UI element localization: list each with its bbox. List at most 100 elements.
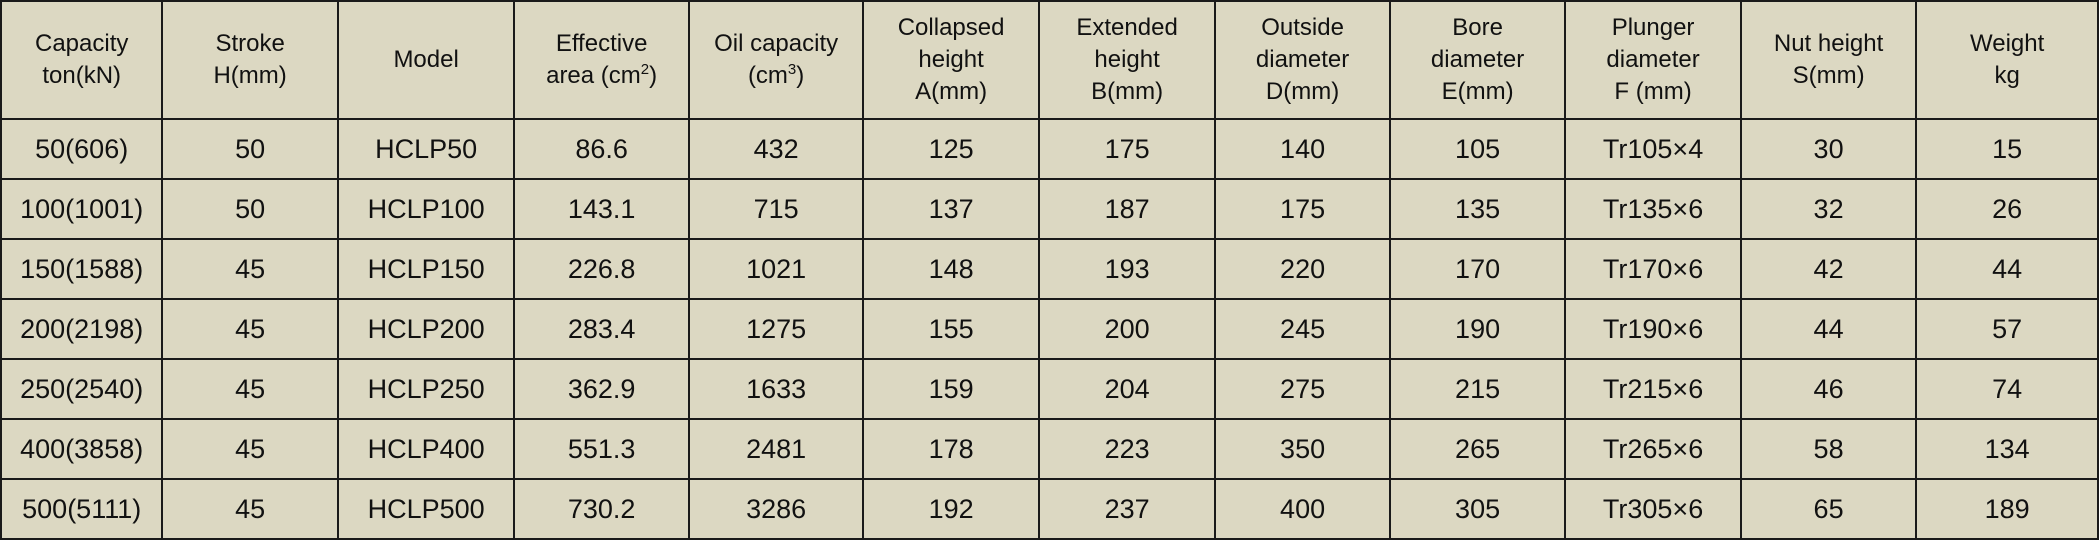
column-header-line: A(mm) (870, 76, 1032, 108)
column-header-line: ton(kN) (8, 60, 155, 92)
table-cell: 362.9 (513, 358, 690, 420)
table-cell: 26 (1915, 178, 2099, 240)
table-cell: 178 (862, 418, 1040, 480)
table-cell: Tr135×6 (1564, 178, 1742, 240)
column-header-text: Oil capacity (714, 30, 839, 57)
column-header-text: kg (1994, 62, 2020, 89)
table-cell: 220 (1214, 238, 1391, 300)
table-cell: 237 (1037, 478, 1217, 540)
table-cell: 105 (1388, 118, 1567, 180)
column-header-line: area (cm2) (521, 60, 681, 92)
table-cell: 45 (161, 238, 339, 300)
table-cell: 140 (1214, 118, 1391, 180)
table-cell: 170 (1388, 238, 1567, 300)
table-cell: 148 (862, 238, 1040, 300)
table-header: Capacity ton(kN) Stroke H(mm) Model Effective… (0, 0, 2099, 120)
table-cell: 200(2198) (0, 298, 164, 360)
table-cell: 250(2540) (0, 358, 164, 420)
column-header-line: kg (1923, 60, 2091, 92)
table-cell: 32 (1739, 178, 1918, 240)
column-header-text: Collapsed (897, 14, 1005, 41)
column-header-text: Weight (1970, 30, 2045, 57)
column-header-text: H(mm) (213, 62, 287, 89)
table-cell: 45 (161, 298, 339, 360)
table-cell: 159 (862, 358, 1040, 420)
column-header-line: Effective (521, 28, 681, 60)
column-header-text: D(mm) (1265, 78, 1340, 105)
table-cell: 30 (1739, 118, 1918, 180)
column-header-text: height (1094, 46, 1160, 73)
table-cell: 45 (161, 478, 339, 540)
column-header-text: Outside (1261, 14, 1344, 41)
header-row: Capacity ton(kN) Stroke H(mm) Model Effective… (0, 0, 2099, 120)
column-header: Oil capacity (cm3) (687, 0, 865, 120)
table-cell: 189 (1915, 478, 2099, 540)
table-row: 500(5111) 45 HCLP500 730.2 3286 192 237 400 305 T… (0, 478, 2099, 540)
column-header: Effective area (cm2) (513, 0, 690, 120)
table-cell: 1021 (687, 238, 865, 300)
table-cell: 57 (1915, 298, 2099, 360)
column-header: Extended height B(mm) (1037, 0, 1217, 120)
column-header-text: area (cm (546, 62, 641, 89)
column-header-text: (cm (747, 62, 788, 89)
column-header-line: height (1046, 44, 1209, 76)
table-cell: Tr105×4 (1564, 118, 1742, 180)
table-cell: HCLP200 (336, 298, 516, 360)
column-header-line: Capacity (8, 28, 155, 60)
table-row: 150(1588) 45 HCLP150 226.8 1021 148 193 220 170 T… (0, 238, 2099, 300)
table-cell: 204 (1037, 358, 1217, 420)
column-header-line: diameter (1222, 44, 1382, 76)
column-header-line: Model (345, 44, 508, 76)
table-cell: HCLP150 (336, 238, 516, 300)
column-header-text: height (918, 46, 984, 73)
column-header-line: Nut height (1748, 28, 1910, 60)
column-header: Plunger diameter F (mm) (1564, 0, 1742, 120)
table-cell: 551.3 (513, 418, 690, 480)
table-row: 250(2540) 45 HCLP250 362.9 1633 159 204 275 215 T… (0, 358, 2099, 420)
column-header-text: Extended (1076, 14, 1178, 41)
table-cell: 50 (161, 118, 339, 180)
column-header-line: E(mm) (1397, 76, 1559, 108)
column-header-line: S(mm) (1748, 60, 1910, 92)
table-cell: 350 (1214, 418, 1391, 480)
column-header-line: diameter (1572, 44, 1734, 76)
column-header-line: diameter (1397, 44, 1559, 76)
table-cell: 3286 (687, 478, 865, 540)
table-cell: 190 (1388, 298, 1567, 360)
table-cell: 432 (687, 118, 865, 180)
table-cell: 283.4 (513, 298, 690, 360)
table-cell: 1633 (687, 358, 865, 420)
column-header-line: (cm3) (696, 60, 856, 92)
table-cell: 200 (1037, 298, 1217, 360)
column-header-suffix: ) (796, 62, 805, 89)
column-header-line: H(mm) (169, 60, 331, 92)
table-cell: 730.2 (513, 478, 690, 540)
table-cell: 192 (862, 478, 1040, 540)
table-cell: 400 (1214, 478, 1391, 540)
column-header-text: S(mm) (1792, 62, 1865, 89)
unit-exponent: 2 (640, 61, 650, 78)
table-cell: 215 (1388, 358, 1567, 420)
table-cell: 50(606) (0, 118, 164, 180)
column-header-line: B(mm) (1046, 76, 1209, 108)
table-cell: 44 (1915, 238, 2099, 300)
table-cell: 15 (1915, 118, 2099, 180)
table-cell: 135 (1388, 178, 1567, 240)
table-cell: 50 (161, 178, 339, 240)
column-header-text: ton(kN) (42, 62, 122, 89)
column-header-text: diameter (1255, 46, 1350, 73)
table-cell: 100(1001) (0, 178, 164, 240)
column-header-line: height (870, 44, 1032, 76)
table-cell: 150(1588) (0, 238, 164, 300)
table-cell: 44 (1739, 298, 1918, 360)
column-header-text: Model (393, 46, 459, 73)
table-cell: 155 (862, 298, 1040, 360)
column-header-line: F (mm) (1572, 76, 1734, 108)
table-cell: HCLP250 (336, 358, 516, 420)
table-row: 100(1001) 50 HCLP100 143.1 715 137 187 175 135 Tr… (0, 178, 2099, 240)
column-header-text: A(mm) (915, 78, 988, 105)
table-cell: 715 (687, 178, 865, 240)
table-cell: 137 (862, 178, 1040, 240)
table-cell: HCLP500 (336, 478, 516, 540)
